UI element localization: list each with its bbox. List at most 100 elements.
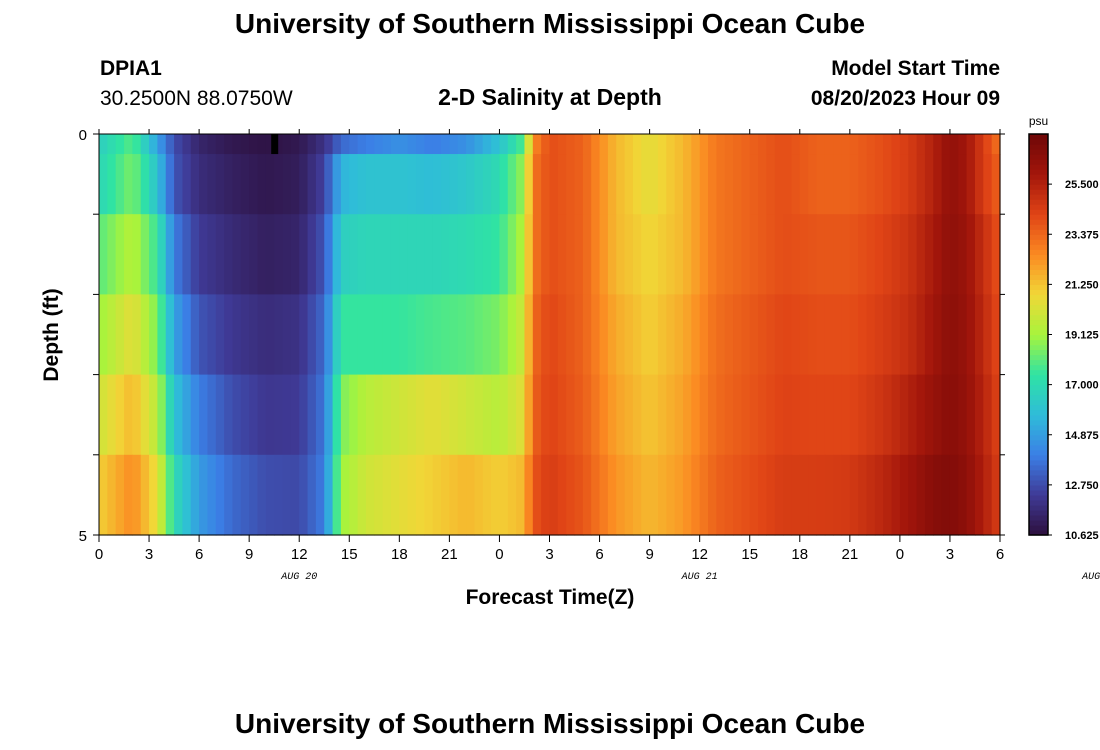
heatmap-cell [499,454,509,536]
heatmap-cell [165,294,175,376]
heatmap-cell [816,214,826,295]
heatmap-cell [315,374,325,456]
heatmap-cell [190,214,200,295]
heatmap-cell [499,214,509,295]
colorbar-tick-label: 14.875 [1065,430,1099,442]
heatmap-cell [307,154,317,215]
heatmap-cell [215,134,225,155]
heatmap-cell [908,454,918,536]
heatmap-cell [257,154,267,215]
colorbar-segment [1029,164,1048,170]
heatmap-cell [416,134,425,155]
heatmap-cell [941,154,951,215]
heatmap-cell [474,454,484,536]
heatmap-cell [532,134,542,155]
heatmap-cell [124,214,133,295]
heatmap-cell [124,294,133,376]
heatmap-cell [541,374,551,456]
colorbar-segment [1029,489,1048,496]
heatmap-cell [307,294,317,376]
y-tick-label: 0 [79,127,87,144]
heatmap-cell [983,454,993,536]
colorbar-segment [1029,204,1048,210]
heatmap-cell [340,154,350,215]
heatmap-cell [240,214,250,295]
heatmap-cell [507,154,517,215]
heatmap-cell [107,214,117,295]
heatmap-cell [315,214,325,295]
heatmap-cell [974,294,984,376]
heatmap-cell [157,374,167,456]
heatmap-cell [407,294,417,376]
heatmap-cell [174,374,184,456]
heatmap-cell [107,134,117,155]
heatmap-cell [758,134,767,155]
heatmap-cell [783,294,793,376]
heatmap-cell [340,454,350,536]
heatmap-cell [399,134,409,155]
colorbar-segment [1029,279,1048,285]
heatmap-cell [749,294,759,376]
heatmap-cell [290,294,300,376]
heatmap-cell [741,214,751,295]
x-tick-label: 0 [495,546,503,563]
heatmap-cell [607,154,617,215]
heatmap-cell [324,214,334,295]
heatmap-cell [966,454,976,536]
heatmap-cell [257,454,267,536]
heatmap-cell [432,454,442,536]
heatmap-cell [157,454,167,536]
heatmap-cell [274,214,284,295]
heatmap-cell [282,134,292,155]
heatmap-cell [165,454,175,536]
heatmap-cell [249,154,259,215]
heatmap-cell [841,294,851,376]
heatmap-cell [766,134,776,155]
heatmap-cell [958,154,968,215]
heatmap-cell [899,454,909,536]
heatmap-cell [582,294,592,376]
heatmap-cell [365,294,375,376]
heatmap-cell [641,374,651,456]
heatmap-cell [524,454,534,536]
heatmap-cell [699,454,709,536]
heatmap-cell [983,134,993,155]
heatmap-cell [874,134,884,155]
heatmap-cell [966,294,976,376]
heatmap-cell [524,134,534,155]
heatmap-cell [432,154,442,215]
heatmap-cell [733,374,742,456]
heatmap-cell [841,214,851,295]
colorbar-segment [1029,429,1048,436]
heatmap-cell [232,134,242,155]
colorbar-segment [1029,224,1048,230]
heatmap-cell [507,454,517,536]
heatmap-cell [916,454,926,536]
heatmap-cell [374,154,384,215]
heatmap-cell [682,214,692,295]
heatmap-cell [499,374,509,456]
heatmap-cell [232,294,242,376]
heatmap-cell [157,214,167,295]
heatmap-cell [282,294,292,376]
heatmap-cell [641,294,651,376]
heatmap-cell [549,294,559,376]
heatmap-cell [783,154,793,215]
heatmap-cell [224,454,234,536]
heatmap-cell [240,454,250,536]
heatmap-cell [582,374,592,456]
heatmap-cell [307,134,317,155]
heatmap-cell [282,454,292,536]
heatmap-cell [599,294,609,376]
heatmap-cell [733,454,742,536]
heatmap-cell [190,154,200,215]
heatmap-cell [449,454,459,536]
heatmap-cell [424,154,434,215]
heatmap-cell [966,134,976,155]
heatmap-cell [215,374,225,456]
colorbar-segment [1029,254,1048,260]
heatmap-cell [733,154,742,215]
heatmap-cell [799,134,809,155]
heatmap-cell [382,134,392,155]
heatmap-cell [766,374,776,456]
